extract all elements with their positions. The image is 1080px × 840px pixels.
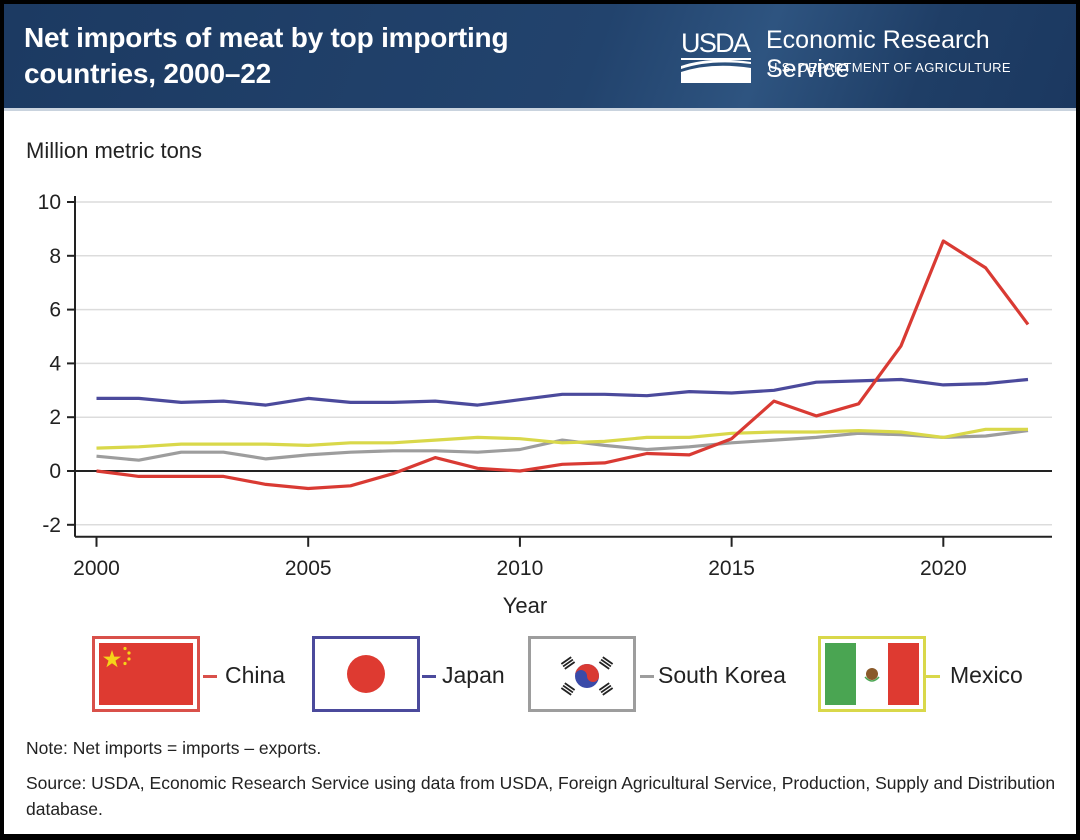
- line-chart: -2 0 2 4 6 8 10 2000 2005 2010 2015 2020 Year: [38, 191, 1052, 618]
- source-note: Source: USDA, Economic Research Service …: [26, 773, 1056, 819]
- y-tick-label: 4: [49, 352, 61, 375]
- legend-line-japan: [422, 675, 436, 678]
- title-line-2: countries, 2000–22: [24, 58, 271, 89]
- series-lines: [96, 239, 1030, 491]
- legend-line-mexico: [926, 675, 940, 678]
- legend-label-south-korea: South Korea: [658, 662, 786, 688]
- series-line-mexico: [96, 427, 1028, 450]
- y-axis-ticks: -2 0 2 4 6 8 10: [38, 191, 76, 537]
- usda-logo-icon: USDA: [681, 28, 751, 83]
- legend-label-mexico: Mexico: [950, 662, 1023, 688]
- legend-label-china: China: [225, 662, 286, 688]
- x-tick-label: 2010: [497, 557, 544, 580]
- agency-name: Economic Research Service: [766, 26, 990, 83]
- chart-card: Net imports of meat by top importing cou…: [4, 4, 1076, 834]
- legend-swatch-south-korea: [528, 636, 636, 712]
- japan-flag-icon: [347, 655, 385, 693]
- x-tick-label: 2015: [708, 557, 755, 580]
- legend-line-south-korea: [640, 675, 654, 678]
- usda-logo-text: USDA: [681, 28, 751, 58]
- south-korea-flag-icon: [560, 656, 614, 696]
- title-line-1: Net imports of meat by top importing: [24, 22, 509, 53]
- mexico-flag-icon: [825, 643, 919, 705]
- y-tick-label: 0: [49, 460, 61, 483]
- x-tick-label: 2005: [285, 557, 332, 580]
- legend-label-japan: Japan: [442, 662, 505, 688]
- series-line-japan: [96, 377, 1029, 407]
- y-tick-label: 2: [49, 406, 61, 429]
- legend-swatch-mexico: [818, 636, 926, 712]
- x-tick-label: 2000: [73, 557, 120, 580]
- y-tick-label: -2: [42, 514, 61, 537]
- y-axis-label: Million metric tons: [26, 138, 203, 163]
- legend-line-china: [203, 675, 217, 678]
- x-axis-ticks: 2000 2005 2010 2015 2020: [73, 535, 1052, 580]
- y-tick-label: 10: [38, 191, 61, 214]
- legend-swatch-china: [92, 636, 200, 712]
- series-line-south-korea: [96, 429, 1029, 462]
- gridlines: [75, 201, 1052, 526]
- legend-swatch-japan: [312, 636, 420, 712]
- department-name: U.S. DEPARTMENT OF AGRICULTURE: [768, 60, 1011, 75]
- legend: China Japan: [4, 636, 1076, 720]
- y-tick-label: 8: [49, 245, 61, 268]
- series-line-china: [96, 239, 1030, 491]
- chart-title: Net imports of meat by top importing cou…: [24, 20, 624, 92]
- x-axis-label: Year: [503, 593, 547, 618]
- header-banner: Net imports of meat by top importing cou…: [4, 4, 1076, 111]
- footnote: Note: Net imports = imports – exports.: [26, 738, 322, 758]
- china-flag-icon: [99, 643, 193, 705]
- y-tick-label: 6: [49, 299, 61, 322]
- x-tick-label: 2020: [920, 557, 967, 580]
